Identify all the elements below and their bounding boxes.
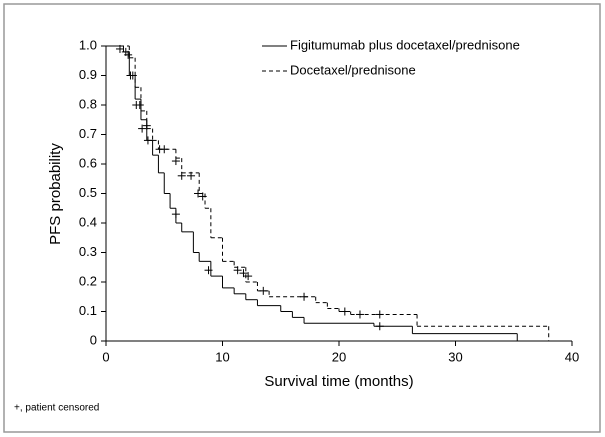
- y-tick-label: 0.8: [79, 96, 97, 111]
- censor-mark: [128, 71, 137, 80]
- x-axis-label: Survival time (months): [264, 373, 413, 390]
- censor-mark: [115, 44, 124, 53]
- censor-mark: [194, 189, 203, 198]
- censor-mark: [187, 171, 196, 180]
- censor-mark: [233, 266, 242, 275]
- footnote: +, patient censored: [14, 403, 99, 414]
- y-tick-label: 0.2: [79, 273, 97, 288]
- x-tick-label: 0: [102, 349, 109, 364]
- y-tick-label: 0.1: [79, 303, 97, 318]
- censor-mark: [143, 136, 152, 145]
- censor-mark: [142, 121, 151, 130]
- censor-mark: [171, 210, 180, 219]
- censor-mark: [340, 307, 349, 316]
- x-tick-label: 20: [332, 349, 346, 364]
- censor-mark: [375, 322, 384, 331]
- x-tick-label: 30: [448, 349, 462, 364]
- censor-mark: [177, 171, 186, 180]
- legend-label: Docetaxel/prednisone: [290, 62, 416, 77]
- x-tick-label: 10: [215, 349, 229, 364]
- censor-mark: [204, 266, 213, 275]
- y-tick-label: 0.6: [79, 155, 97, 170]
- censor-mark: [138, 124, 147, 133]
- y-axis-label: PFS probability: [47, 143, 64, 245]
- y-tick-label: 0.7: [79, 126, 97, 141]
- y-tick-label: 0.4: [79, 214, 97, 229]
- censor-mark: [244, 272, 253, 281]
- y-tick-label: 0.9: [79, 67, 97, 82]
- censor-mark: [355, 310, 364, 319]
- censor-mark: [259, 286, 268, 295]
- legend-label: Figitumumab plus docetaxel/prednisone: [290, 37, 520, 52]
- censor-mark: [135, 101, 144, 109]
- censor-mark: [160, 145, 169, 154]
- y-tick-label: 0: [90, 332, 97, 347]
- x-tick-label: 40: [565, 349, 579, 364]
- censor-mark: [300, 292, 309, 301]
- censor-mark: [124, 50, 133, 59]
- y-tick-label: 0.5: [79, 185, 97, 200]
- y-tick-label: 0.3: [79, 244, 97, 259]
- censor-mark: [239, 269, 248, 278]
- censor-mark: [171, 157, 180, 166]
- censor-mark: [198, 192, 207, 201]
- y-tick-label: 1.0: [79, 37, 97, 52]
- censor-mark: [375, 310, 384, 319]
